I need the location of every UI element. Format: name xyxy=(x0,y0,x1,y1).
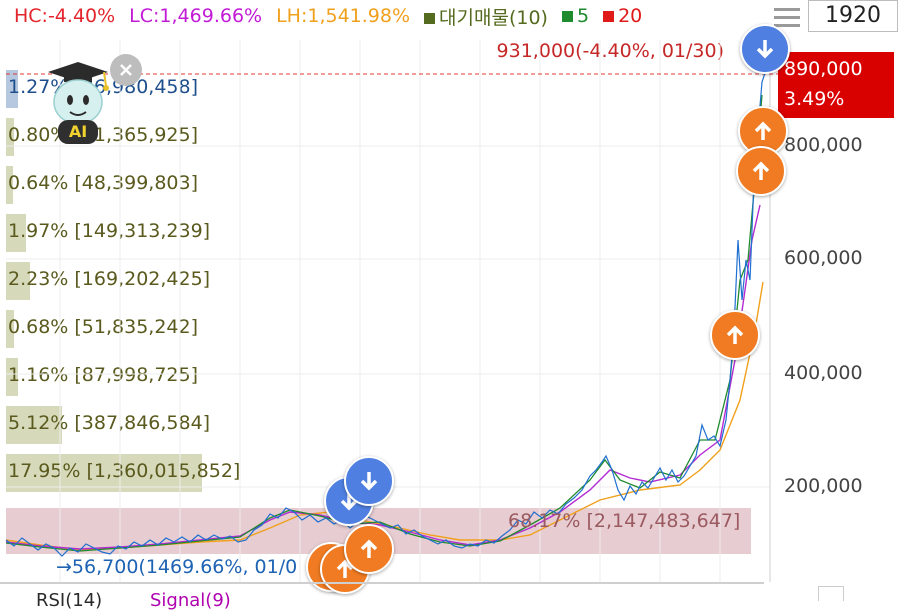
ma-short-line xyxy=(5,94,763,552)
close-button[interactable] xyxy=(110,54,142,86)
low-price-text: 56,700(1469.66%, 01/0 xyxy=(71,556,298,578)
close-icon xyxy=(120,64,132,76)
current-change: 3.49% xyxy=(784,88,845,110)
arrow-up-icon xyxy=(754,121,772,140)
price-line xyxy=(5,69,767,557)
ai-label: AI xyxy=(68,122,88,141)
legend-ma20: 20 xyxy=(603,5,642,27)
period-selector[interactable]: 1920 xyxy=(808,0,898,32)
arrow-down-icon xyxy=(756,40,774,59)
max-volume-label: 68.17% [2,147,483,647] xyxy=(508,510,741,532)
legend-hc: HC:-4.40% xyxy=(14,5,116,27)
arrow-up-icon xyxy=(752,161,770,180)
sell-signal-button[interactable] xyxy=(740,24,790,74)
ma5-swatch xyxy=(561,11,573,22)
legend-ma20-label: 20 xyxy=(618,5,643,27)
current-price-badge: 890,000 3.49% xyxy=(778,52,894,118)
legend-volume-profile-label: 대기매물(10) xyxy=(439,6,548,29)
ma-mid-line xyxy=(5,204,761,550)
legend-volume-profile: 대기매물(10) xyxy=(424,3,548,30)
buy-signal-button[interactable] xyxy=(710,310,760,360)
y-axis-tick: 800,000 xyxy=(784,134,863,156)
buy-signal-button[interactable] xyxy=(738,106,788,156)
legend-ma5-label: 5 xyxy=(576,5,590,27)
low-price-label: →56,700(1469.66%, 01/0 xyxy=(56,556,297,578)
indicator-legend: HC:-4.40% LC:1,469.66% LH:1,541.98% 대기매물… xyxy=(14,2,642,30)
ai-mascot-icon xyxy=(48,62,109,144)
rsi-indicator-label: RSI(14) xyxy=(36,590,103,611)
y-axis-tick: 200,000 xyxy=(784,475,863,497)
ai-assistant-button[interactable]: AI xyxy=(44,60,112,146)
arrow-down-icon xyxy=(360,472,378,491)
arrow-up-icon xyxy=(360,539,378,558)
current-price: 890,000 xyxy=(784,58,863,80)
y-axis-tick: 600,000 xyxy=(784,247,863,269)
arrow-up-icon xyxy=(726,325,744,344)
buy-signal-button[interactable] xyxy=(344,524,394,574)
y-axis-tick: 400,000 xyxy=(784,362,863,384)
volume-profile-swatch xyxy=(424,12,436,24)
signal-indicator-label: Signal(9) xyxy=(150,590,231,611)
pane-divider[interactable] xyxy=(0,582,764,584)
low-arrow-icon: → xyxy=(56,556,72,578)
legend-ma5: 5 xyxy=(561,5,590,27)
legend-lh: LH:1,541.98% xyxy=(276,5,411,27)
menu-icon[interactable] xyxy=(770,4,804,32)
arrow-up-icon xyxy=(336,559,354,578)
chart-grid xyxy=(6,40,770,582)
ma20-swatch xyxy=(603,11,615,22)
buy-signal-button[interactable] xyxy=(736,146,786,196)
last-price-info: 931,000(-4.40%, 01/30) xyxy=(496,40,724,62)
pane-scroll-handle[interactable] xyxy=(818,586,844,601)
sell-signal-button[interactable] xyxy=(344,456,394,506)
legend-lc: LC:1,469.66% xyxy=(129,5,263,27)
